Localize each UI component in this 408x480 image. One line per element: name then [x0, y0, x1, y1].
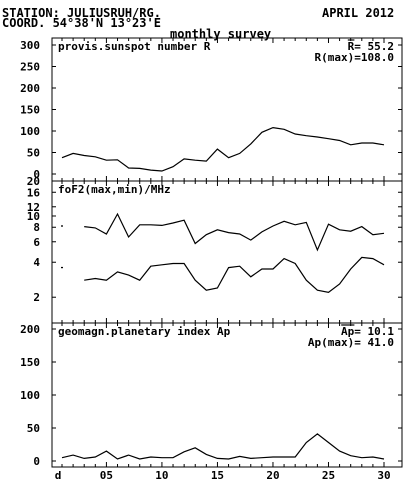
y-tick-label: 50	[27, 147, 40, 160]
panel-stat: R= 55.2	[348, 40, 394, 53]
y-tick-label: 150	[20, 104, 40, 117]
y-tick-label: 0	[33, 168, 40, 181]
y-tick-label: 4	[33, 256, 40, 269]
y-tick-label: 20	[27, 175, 40, 188]
y-tick-label: 250	[20, 61, 40, 74]
x-tick-label: 20	[266, 469, 279, 480]
survey-label: monthly survey	[170, 27, 272, 41]
y-tick-label: 100	[20, 125, 40, 138]
panel-title-2: foF2(max,min)/MHz	[58, 183, 171, 196]
y-tick-label: 8	[33, 221, 40, 234]
x-tick-label: 25	[322, 469, 335, 480]
series-line-1	[61, 433, 385, 460]
y-tick-label: 0	[33, 455, 40, 468]
y-tick-label: 10	[27, 210, 40, 223]
y-tick-label: 200	[20, 82, 40, 95]
x-tick-label: 10	[155, 469, 168, 480]
x-tick-label: d	[55, 469, 62, 480]
series-line-1	[61, 126, 385, 172]
y-tick-label: 150	[20, 356, 40, 369]
panel-frame-2	[51, 180, 403, 324]
station-label: STATION: JULIUSRUH/RG.	[2, 6, 161, 20]
series-line-2	[84, 256, 385, 294]
y-tick-label: 100	[20, 389, 40, 402]
panel-title-1: provis.sunspot number R	[58, 40, 211, 53]
y-tick-label: 50	[27, 422, 40, 435]
series-line-1	[84, 212, 385, 252]
panel-stat: R(max)=108.0	[315, 51, 394, 64]
y-tick-label: 2	[33, 291, 40, 304]
x-tick-label: 05	[100, 469, 113, 480]
y-tick-label: 12	[27, 201, 40, 214]
x-tick-label: 15	[211, 469, 224, 480]
y-tick-label: 200	[20, 323, 40, 336]
y-tick-label: 16	[27, 186, 41, 199]
month-label: APRIL 2012	[322, 6, 395, 20]
y-tick-label: 300	[20, 39, 40, 52]
panel-stat: Ap(max)= 41.0	[308, 336, 394, 349]
x-tick-label: 30	[377, 469, 390, 480]
y-tick-label: 6	[33, 236, 40, 249]
coordinates-label: COORD. 54°38'N 13°23'E	[2, 16, 161, 30]
panel-title-3: geomagn.planetary index Ap	[58, 325, 231, 338]
panel-stat: Ap= 10.1	[341, 325, 394, 338]
